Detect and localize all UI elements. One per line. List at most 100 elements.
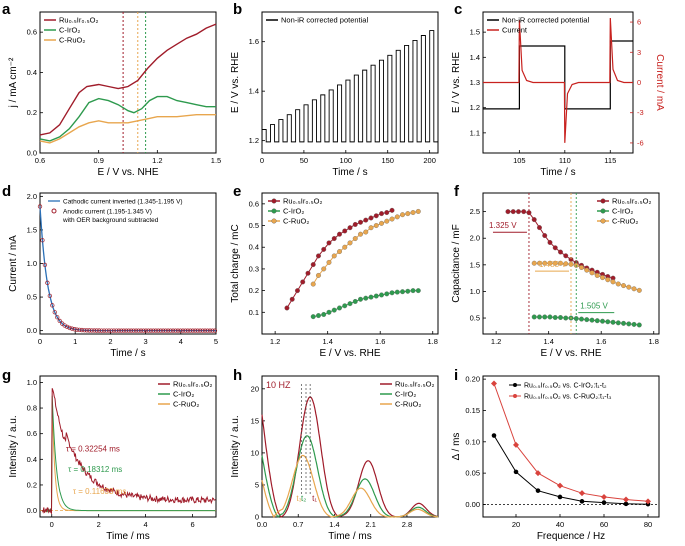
y-tick-label-e: 0.2 — [249, 286, 259, 295]
data-point-e — [358, 296, 363, 302]
data-point-f — [542, 260, 548, 266]
x-axis-label-e: E / V vs. RHE — [319, 348, 380, 359]
y-tick-label-a: 0.0 — [27, 149, 37, 158]
panel-e: 1.2 1.4 1.6 1.8 0.1 0.2 0.3 0.4 0.5 0.6 E / V vs. … — [230, 192, 439, 359]
data-point-e — [326, 259, 332, 265]
x-tick-label-f: 1.4 — [543, 337, 553, 346]
data-point-d-anodic — [183, 328, 188, 333]
panel-letter-h: h — [233, 367, 242, 384]
data-point-e — [326, 309, 332, 315]
y-tick-label-i: 0.20 — [465, 375, 480, 384]
y-tick-label-i: 0.10 — [465, 437, 480, 446]
data-point-d-anodic — [121, 328, 126, 333]
data-point-i — [535, 470, 541, 477]
legend-label-d: Cathodic current inverted (1.345-1.195 V… — [63, 199, 183, 206]
series-line-b — [261, 30, 438, 143]
y-axis-label-b: E / V vs. RHE — [230, 52, 241, 113]
y-tick-label-e: 0.4 — [249, 243, 259, 252]
x-tick-label-f: 1.6 — [596, 337, 606, 346]
data-point-f — [547, 260, 553, 266]
x-tick-label-d: 2 — [108, 337, 112, 346]
data-point-d-anodic — [55, 315, 60, 320]
legend-marker-i — [513, 383, 517, 387]
x-tick-label-g: 4 — [144, 520, 148, 529]
data-point-d-anodic — [210, 328, 215, 333]
y-tick-label-e: 0.1 — [249, 308, 259, 317]
y-tick-label-c: 1.1 — [470, 128, 480, 137]
x-tick-label-d: 0 — [38, 337, 42, 346]
panel-c: 105 110 115 1.1 1.2 1.3 1.4 1.5 Time / s E / V vs… — [451, 11, 665, 178]
data-point-e — [321, 246, 327, 252]
x-tick-label-c: 110 — [559, 156, 571, 165]
y-tick-label-g: 1.0 — [27, 378, 37, 387]
y-tick-label-e: 0.6 — [249, 199, 259, 208]
data-point-i — [491, 380, 497, 387]
data-point-d-anodic — [87, 328, 92, 333]
data-point-e — [305, 270, 311, 276]
data-point-d-anodic — [74, 327, 80, 332]
data-point-f — [521, 209, 527, 215]
data-point-f — [531, 260, 537, 266]
x-tick-label-e: 1.8 — [428, 337, 438, 346]
y-tick-label-b: 1.6 — [249, 37, 259, 46]
y-right-tick-label: -6 — [637, 138, 644, 147]
data-point-f — [558, 315, 563, 320]
data-point-f — [631, 286, 637, 292]
legend-label-d: Anodic current (1.195-1.345 V) — [63, 209, 152, 216]
data-point-e — [337, 231, 342, 237]
x-tick-label-b: 50 — [300, 156, 308, 165]
data-point-e — [394, 214, 400, 220]
y-right-tick-label: 3 — [637, 48, 641, 57]
data-point-f — [594, 318, 600, 324]
legend-label-h: Ru₀.₅Ir₀.₅O₂ — [395, 380, 434, 389]
data-point-d-anodic — [202, 328, 208, 333]
data-point-i — [535, 488, 541, 493]
data-point-i — [579, 490, 585, 497]
y-axis-label-h: Intensity / a.u. — [230, 415, 241, 477]
y-tick-label-h: 5 — [255, 480, 259, 489]
marker-label-h: t₂ — [301, 494, 306, 503]
legend-marker-d — [51, 208, 57, 214]
y-tick-label-c: 1.2 — [470, 103, 480, 112]
data-point-i — [601, 493, 607, 500]
data-point-d-anodic — [116, 328, 121, 333]
data-point-d-anodic — [119, 328, 124, 333]
data-point-f — [579, 265, 584, 270]
y-axis-label-i: Δ / ms — [451, 433, 462, 461]
data-point-e — [379, 211, 384, 217]
tau-label-g: τ = 0.11633 ms — [73, 487, 127, 496]
panel-h: 0.0 0.7 1.4 2.1 2.8 0 5 10 15 20 Time / ms Intensit… — [230, 375, 439, 542]
data-point-d-anodic — [212, 328, 218, 333]
data-point-f — [563, 315, 569, 321]
data-point-d-anodic — [141, 328, 146, 333]
panel-letter-i: i — [454, 367, 458, 384]
data-point-e — [342, 303, 348, 309]
data-point-d-anodic — [84, 328, 89, 333]
y-tick-label-g: 0.6 — [27, 429, 37, 438]
data-point-d-anodic — [136, 328, 141, 333]
data-point-d-anodic — [124, 328, 129, 333]
legend-label-e: C-IrO₂ — [283, 207, 304, 216]
data-point-e — [373, 293, 379, 299]
data-point-e — [352, 221, 358, 227]
data-point-e — [326, 240, 332, 246]
frequency-label-h: 10 HZ — [266, 380, 291, 390]
data-point-f — [579, 316, 584, 322]
data-point-e — [352, 236, 358, 242]
y-tick-label-h: 10 — [251, 448, 259, 457]
y-tick-label-a: 0.6 — [27, 28, 37, 37]
data-point-d-anodic — [126, 328, 131, 333]
y-tick-label-d: 0.5 — [27, 293, 37, 302]
data-point-f — [600, 318, 605, 324]
data-point-e — [373, 213, 379, 219]
x-axis-label-c: Time / s — [540, 167, 575, 178]
y-tick-label-i: 0.05 — [465, 469, 480, 478]
x-tick-label-d: 4 — [179, 337, 183, 346]
data-point-d-anodic — [57, 318, 62, 324]
legend-marker-e — [271, 198, 277, 204]
data-point-e — [294, 288, 300, 294]
panel-letter-d: d — [2, 183, 11, 200]
panel-a: 0.6 0.9 1.2 1.5 0.0 0.2 0.4 0.6 E / V vs. NHE j /… — [8, 11, 221, 178]
data-point-i — [491, 433, 497, 438]
data-point-d-anodic — [175, 328, 181, 333]
